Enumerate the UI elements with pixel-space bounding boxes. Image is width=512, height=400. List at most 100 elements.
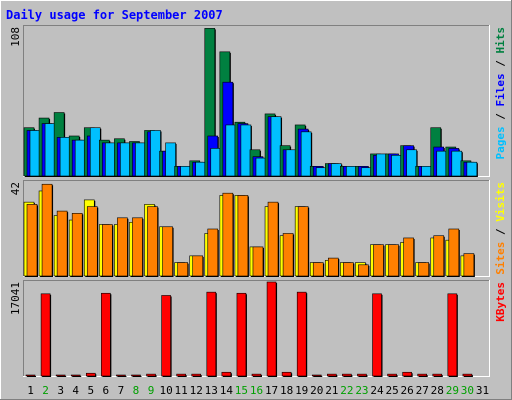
sites-bar-day-26	[404, 238, 414, 276]
kbytes-bar-day-26	[403, 372, 412, 376]
x-tick-label: 29	[446, 384, 459, 397]
chart-title: Daily usage for September 2007	[6, 8, 223, 22]
kbytes-bar-day-9	[147, 374, 156, 376]
x-tick-label: 9	[148, 384, 155, 397]
sites-bar-day-10	[163, 227, 173, 276]
pages-bar-day-30	[467, 162, 477, 176]
chart-panels: 108Pages / Files / Hits42Sites / Visits1…	[9, 25, 507, 377]
sites-bar-day-12	[193, 256, 203, 276]
pages-bar-day-26	[407, 150, 417, 176]
x-tick-label: 26	[401, 384, 414, 397]
x-tick-label: 27	[416, 384, 429, 397]
x-tick-label: 15	[235, 384, 248, 397]
kbytes-bar-day-7	[116, 375, 125, 376]
x-tick-label: 25	[385, 384, 398, 397]
sites-bar-day-11	[178, 263, 188, 276]
sites-bar-day-2	[42, 184, 52, 276]
x-tick-label: 2	[42, 384, 49, 397]
legend-separator: /	[494, 222, 507, 242]
x-tick-label: 3	[57, 384, 64, 397]
kbytes-bar-day-5	[86, 373, 95, 376]
legend-kbytes: KBytes	[494, 282, 507, 322]
x-tick-label: 10	[159, 384, 172, 397]
pages-bar-day-15	[241, 125, 251, 176]
pages-bar-day-4	[75, 140, 85, 176]
panel-3: 17041 KBytes	[9, 280, 507, 377]
pages-bar-day-3	[60, 137, 70, 176]
kbytes-bar-day-17	[267, 282, 276, 376]
pages-bar-day-18	[286, 150, 296, 176]
kbytes-bar-day-18	[282, 372, 291, 376]
x-tick-label: 1	[27, 384, 34, 397]
kbytes-bar-day-30	[463, 374, 472, 376]
x-tick-label: 22	[340, 384, 353, 397]
pages-bar-day-1	[30, 130, 40, 176]
kbytes-bar-day-22	[342, 374, 351, 376]
plot-area	[23, 280, 490, 377]
sites-bar-day-13	[208, 229, 218, 276]
sites-bar-day-8	[132, 218, 142, 276]
legend-separator: /	[494, 54, 507, 74]
sites-bar-day-28	[434, 236, 444, 276]
pages-bar-day-20	[316, 168, 326, 176]
pages-bar-day-19	[301, 132, 311, 176]
x-tick-label: 14	[220, 384, 234, 397]
kbytes-bar-day-14	[222, 372, 231, 376]
y-axis-max-label: 42	[9, 182, 22, 195]
x-tick-label: 23	[355, 384, 368, 397]
sites-bar-day-30	[464, 254, 474, 276]
pages-bar-day-9	[151, 130, 161, 176]
legend-separator: /	[494, 107, 507, 127]
y-axis-max-label: 17041	[9, 282, 22, 315]
sites-bar-day-7	[117, 218, 127, 276]
x-tick-label: 7	[118, 384, 125, 397]
x-tick-label: 12	[190, 384, 203, 397]
series-legend-label: Sites / Visits	[494, 182, 507, 275]
pages-bar-day-2	[45, 124, 55, 176]
kbytes-bar-day-3	[56, 375, 65, 376]
kbytes-bar-day-16	[252, 374, 261, 376]
x-tick-label: 20	[310, 384, 323, 397]
pages-bar-day-22	[346, 166, 356, 176]
kbytes-bar-day-15	[237, 293, 246, 376]
legend-hits: Hits	[494, 27, 507, 54]
x-tick-label: 17	[265, 384, 278, 397]
x-tick-label: 13	[205, 384, 218, 397]
panel-2: 42 Sites / Visits	[9, 180, 507, 277]
kbytes-bar-day-29	[448, 294, 457, 376]
x-tick-label: 24	[370, 384, 384, 397]
pages-bar-day-5	[90, 128, 100, 176]
kbytes-bar-day-2	[41, 294, 50, 376]
sites-bar-day-9	[148, 207, 158, 276]
sites-bar-day-15	[238, 195, 248, 276]
kbytes-bar-day-4	[71, 375, 80, 376]
kbytes-bar-day-28	[433, 374, 442, 376]
pages-bar-day-29	[452, 151, 462, 176]
sites-bar-day-23	[358, 265, 368, 276]
kbytes-bar-day-10	[162, 295, 171, 376]
pages-bar-day-23	[361, 168, 371, 176]
pages-bar-day-7	[120, 143, 130, 176]
pages-bar-day-21	[331, 164, 341, 176]
pages-bar-day-8	[135, 143, 145, 176]
sites-bar-day-25	[389, 245, 399, 276]
sites-bar-day-1	[27, 204, 37, 276]
pages-bar-day-13	[211, 148, 221, 176]
x-tick-label: 6	[103, 384, 110, 397]
sites-bar-day-18	[283, 233, 293, 276]
pages-bar-day-12	[196, 162, 206, 176]
x-tick-label: 4	[72, 384, 79, 397]
kbytes-bar-day-25	[388, 374, 397, 376]
kbytes-bar-day-12	[192, 374, 201, 376]
sites-bar-day-27	[419, 263, 429, 276]
legend-visits: Visits	[494, 182, 507, 222]
sites-bar-day-6	[102, 225, 112, 276]
x-tick-label: 31	[476, 384, 489, 397]
sites-bar-day-22	[343, 263, 353, 276]
pages-bar-day-10	[166, 143, 176, 176]
sites-bar-day-4	[72, 213, 82, 276]
x-tick-label: 19	[295, 384, 308, 397]
x-tick-label: 28	[431, 384, 444, 397]
kbytes-bar-day-11	[177, 374, 186, 376]
